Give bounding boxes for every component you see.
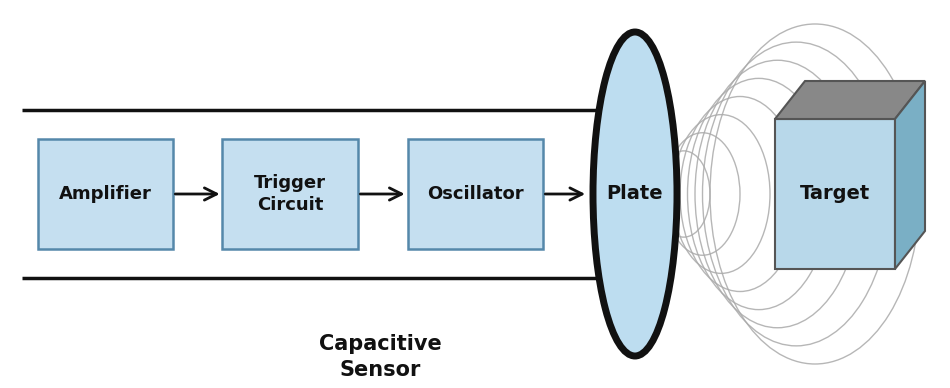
Text: Target: Target bbox=[800, 185, 870, 203]
Polygon shape bbox=[895, 81, 925, 269]
Ellipse shape bbox=[593, 32, 677, 356]
Text: Capacitive
Sensor: Capacitive Sensor bbox=[318, 334, 442, 380]
Text: Trigger
Circuit: Trigger Circuit bbox=[254, 174, 326, 214]
Polygon shape bbox=[775, 81, 925, 119]
Text: Plate: Plate bbox=[607, 185, 663, 203]
Text: Oscillator: Oscillator bbox=[427, 185, 523, 203]
FancyBboxPatch shape bbox=[222, 139, 357, 249]
Polygon shape bbox=[775, 119, 895, 269]
FancyBboxPatch shape bbox=[408, 139, 542, 249]
FancyBboxPatch shape bbox=[37, 139, 173, 249]
Text: Amplifier: Amplifier bbox=[59, 185, 151, 203]
